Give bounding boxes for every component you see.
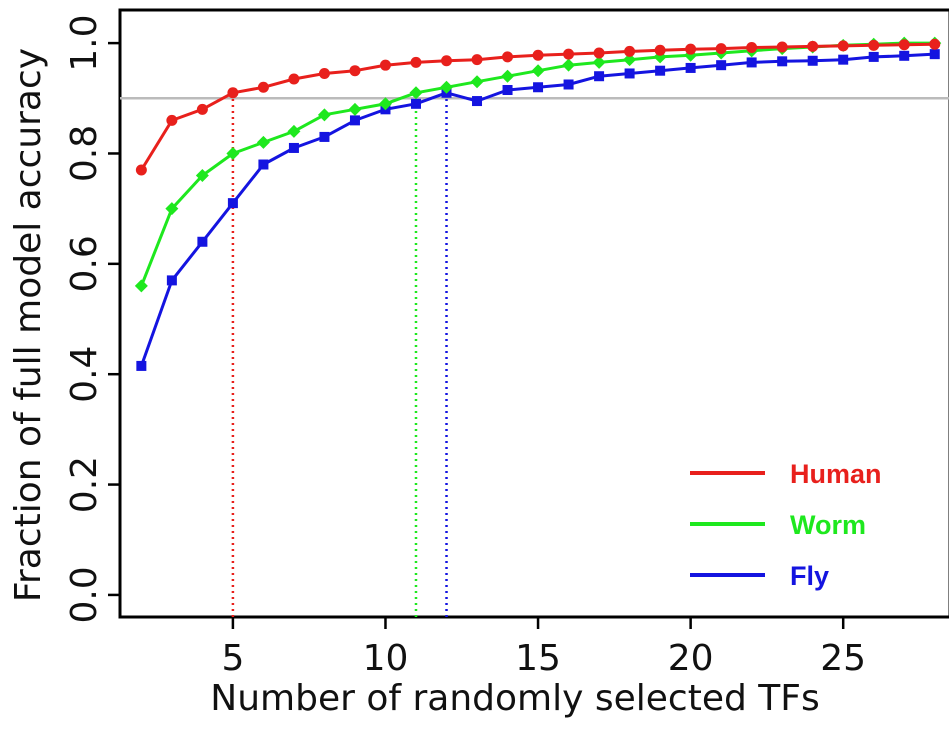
y-tick-label: 0.0 [64,566,105,623]
axes: 5 10 15 20 25 0.0 0.2 0.4 0.6 0.8 1.0 [64,14,866,679]
data-point-human [502,51,514,63]
x-axis-title: Number of randomly selected TFs [210,678,819,719]
data-point-worm [165,202,179,216]
data-point-human [379,59,391,71]
data-point-fly [227,198,238,209]
series-line-fly [139,52,935,367]
data-point-human [349,65,361,77]
x-tick-label: 20 [668,638,714,679]
data-point-fly [349,115,360,126]
data-point-worm [531,64,545,78]
data-point-fly [716,60,727,71]
data-point-human [166,114,178,126]
data-point-worm [134,279,148,293]
data-point-fly [136,360,147,371]
data-point-worm [623,53,637,67]
data-point-fly [655,65,666,76]
data-point-worm [378,97,392,111]
data-point-worm [256,135,270,149]
y-tick-label: 0.6 [64,235,105,292]
data-point-worm [348,102,362,116]
data-point-human [471,54,483,66]
data-point-worm [317,108,331,122]
y-tick-label: 0.8 [64,125,105,182]
plot-frame [118,8,949,619]
data-point-fly [868,51,879,62]
data-point-human [685,43,697,55]
data-point-human [410,56,422,68]
data-point-human [929,38,941,50]
data-point-human [563,48,575,60]
data-point-worm [470,75,484,89]
data-point-human [624,45,636,57]
x-tick-label: 10 [363,638,409,679]
data-point-fly [746,57,757,68]
data-point-worm [226,146,240,160]
data-point-human [837,40,849,52]
data-point-human [318,67,330,79]
legend-label-human: Human [790,459,882,489]
data-point-fly [258,159,269,170]
y-tick-label: 0.2 [64,456,105,513]
data-point-fly [929,49,940,60]
data-point-fly [472,96,483,107]
data-point-human [196,103,208,115]
data-point-worm [409,86,423,100]
data-point-worm [440,80,454,94]
data-point-fly [319,131,330,142]
data-point-fly [166,275,177,286]
legend-label-worm: Worm [790,510,866,540]
data-point-fly [563,79,574,90]
data-point-fly [594,71,605,82]
data-point-human [441,55,453,67]
data-point-fly [502,85,513,96]
y-axis-title: Fraction of full model accuracy [8,48,49,602]
data-point-worm [592,55,606,69]
data-point-fly [838,54,849,65]
x-tick-label: 25 [820,638,866,679]
data-point-fly [899,50,910,61]
legend-label-fly: Fly [790,561,829,591]
data-point-human [654,44,666,56]
x-tick-label: 15 [515,638,561,679]
data-point-fly [685,62,696,73]
x-tick-label: 5 [221,638,244,679]
data-point-human [227,87,239,99]
data-point-fly [777,56,788,67]
y-tick-label: 0.4 [64,346,105,403]
legend: Human Worm Fly [690,459,882,591]
data-point-fly [410,98,421,109]
data-point-fly [533,82,544,93]
data-point-human [135,164,147,176]
plot-area [120,36,949,617]
data-point-worm [501,69,515,83]
data-point-human [257,81,269,93]
data-point-fly [807,55,818,66]
data-point-fly [288,142,299,153]
data-point-human [715,43,727,55]
data-point-worm [562,58,576,72]
data-point-human [898,39,910,51]
data-point-human [593,47,605,59]
data-point-human [288,73,300,85]
data-point-human [776,41,788,53]
data-point-human [868,39,880,51]
data-point-human [807,40,819,52]
data-point-human [746,42,758,54]
data-point-worm [287,124,301,138]
data-point-fly [197,236,208,247]
data-point-fly [624,68,635,79]
data-point-worm [195,169,209,183]
data-point-human [532,49,544,61]
y-tick-label: 1.0 [64,14,105,71]
